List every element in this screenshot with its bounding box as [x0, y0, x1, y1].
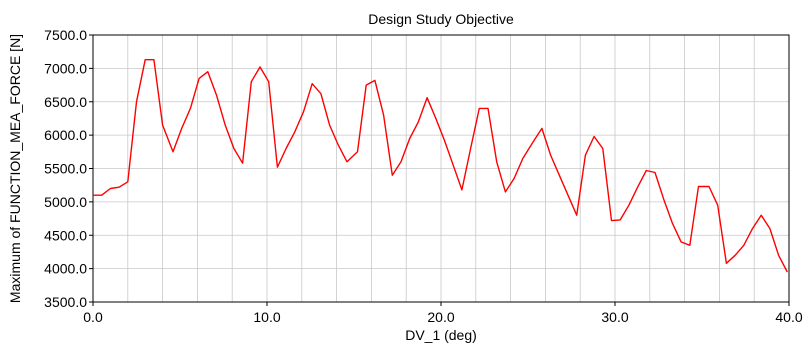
y-tick-label: 4000.0: [44, 261, 87, 277]
x-tick-label: 10.0: [253, 309, 280, 325]
chart-title: Design Study Objective: [368, 11, 514, 27]
y-tick-label: 6000.0: [44, 127, 87, 143]
y-tick-label: 5500.0: [44, 161, 87, 177]
series-line: [93, 59, 788, 273]
x-tick-label: 0.0: [83, 309, 103, 325]
y-tick-label: 7500.0: [44, 27, 87, 43]
y-tick-label: 3500.0: [44, 294, 87, 310]
grid: [92, 34, 789, 303]
x-axis-label: DV_1 (deg): [405, 327, 477, 343]
tick-layer: 0.0 10.0 20.0 30.0 40.0 3500.0 4000.0 4500.0 500…: [44, 27, 803, 325]
series-layer: [93, 59, 788, 273]
y-tick-label: 7000.0: [44, 60, 87, 76]
y-tick-label: 5000.0: [44, 194, 87, 210]
x-tick-label: 20.0: [427, 309, 454, 325]
x-tick-label: 40.0: [775, 309, 802, 325]
x-tick-label: 30.0: [601, 309, 628, 325]
y-tick-label: 4500.0: [44, 227, 87, 243]
y-tick-label: 6500.0: [44, 94, 87, 110]
y-axis-label: Maximum of FUNCTION_MEA_FORCE [N]: [7, 34, 23, 303]
